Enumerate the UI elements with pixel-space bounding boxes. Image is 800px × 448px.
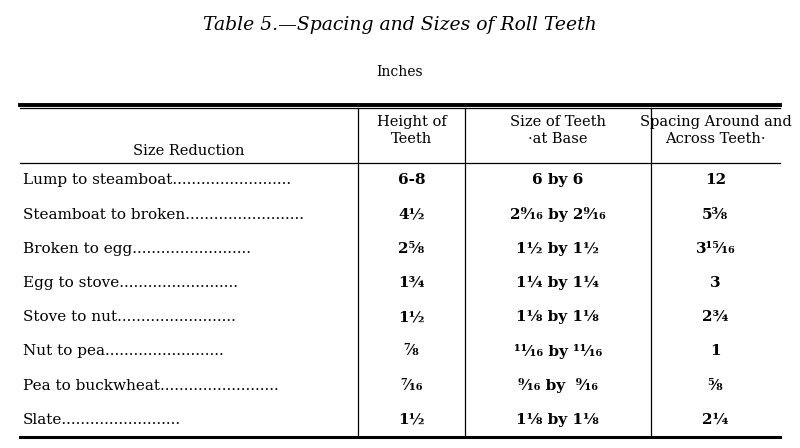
Text: 2⁵⁄₈: 2⁵⁄₈ bbox=[398, 242, 425, 256]
Text: Inches: Inches bbox=[377, 65, 423, 79]
Text: 1¼ by 1¼: 1¼ by 1¼ bbox=[516, 276, 599, 290]
Text: Stove to nut.........................: Stove to nut......................... bbox=[23, 310, 236, 324]
Text: 4½: 4½ bbox=[398, 207, 425, 222]
Text: 1¾: 1¾ bbox=[398, 276, 425, 290]
Text: 2¾: 2¾ bbox=[702, 310, 729, 324]
Text: Steamboat to broken.........................: Steamboat to broken.....................… bbox=[23, 207, 304, 222]
Text: 1⅛ by 1⅛: 1⅛ by 1⅛ bbox=[516, 413, 599, 426]
Text: Egg to stove.........................: Egg to stove......................... bbox=[23, 276, 238, 290]
Text: 1½: 1½ bbox=[398, 310, 425, 324]
Text: 6 by 6: 6 by 6 bbox=[532, 173, 583, 187]
Text: 5³⁄₈: 5³⁄₈ bbox=[702, 207, 729, 222]
Text: Size of Teeth
·at Base: Size of Teeth ·at Base bbox=[510, 115, 606, 146]
Text: 3¹⁵⁄₁₆: 3¹⁵⁄₁₆ bbox=[695, 242, 735, 256]
Text: 1: 1 bbox=[710, 345, 721, 358]
Text: Pea to buckwheat.........................: Pea to buckwheat........................… bbox=[23, 379, 279, 392]
Text: ⁹⁄₁₆ by  ⁹⁄₁₆: ⁹⁄₁₆ by ⁹⁄₁₆ bbox=[518, 378, 598, 393]
Text: ⁷⁄₈: ⁷⁄₈ bbox=[403, 345, 419, 358]
Text: 3: 3 bbox=[710, 276, 721, 290]
Text: 1⅛ by 1⅛: 1⅛ by 1⅛ bbox=[516, 310, 599, 324]
Text: ¹¹⁄₁₆ by ¹¹⁄₁₆: ¹¹⁄₁₆ by ¹¹⁄₁₆ bbox=[514, 344, 602, 359]
Text: ⁷⁄₁₆: ⁷⁄₁₆ bbox=[400, 379, 422, 392]
Text: Nut to pea.........................: Nut to pea......................... bbox=[23, 345, 224, 358]
Text: 6-8: 6-8 bbox=[398, 173, 426, 187]
Text: Spacing Around and
Across Teeth·: Spacing Around and Across Teeth· bbox=[639, 115, 791, 146]
Text: 2⁹⁄₁₆ by 2⁹⁄₁₆: 2⁹⁄₁₆ by 2⁹⁄₁₆ bbox=[510, 207, 606, 222]
Text: 12: 12 bbox=[705, 173, 726, 187]
Text: Slate.........................: Slate......................... bbox=[23, 413, 182, 426]
Text: 2¼: 2¼ bbox=[702, 413, 729, 426]
Text: Broken to egg.........................: Broken to egg......................... bbox=[23, 242, 251, 256]
Text: 1½ by 1½: 1½ by 1½ bbox=[516, 242, 599, 256]
Text: 1½: 1½ bbox=[398, 413, 425, 426]
Text: Lump to steamboat.........................: Lump to steamboat.......................… bbox=[23, 173, 291, 187]
Text: Size Reduction: Size Reduction bbox=[134, 144, 245, 158]
Text: ⁵⁄₈: ⁵⁄₈ bbox=[707, 379, 723, 392]
Text: Table 5.—Spacing and Sizes of Roll Teeth: Table 5.—Spacing and Sizes of Roll Teeth bbox=[203, 16, 597, 34]
Text: Height of
Teeth: Height of Teeth bbox=[377, 115, 446, 146]
